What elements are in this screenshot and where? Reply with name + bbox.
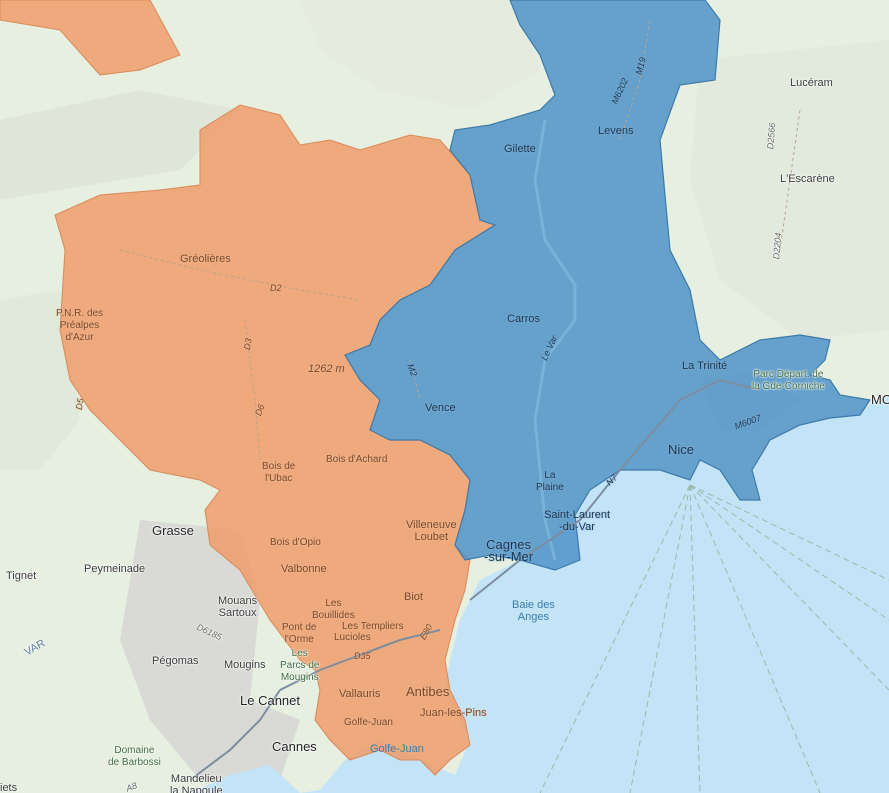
place-peymeinade: Peymeinade <box>84 563 146 575</box>
water-golfe-juan: Golfe-Juan <box>370 743 424 755</box>
place-pont-de-lorme: Pont de l'Orme <box>282 622 317 645</box>
place-saint-laurent: Saint-Laurent -du-Var <box>544 509 611 533</box>
place-levens: Levens <box>598 125 634 137</box>
place-antibes: Antibes <box>406 684 450 699</box>
place-valbonne: Valbonne <box>281 563 327 575</box>
place-juan-les-pins: Juan-les-Pins <box>420 707 487 719</box>
place-cagnes-sur-mer: Cagnes -sur-Mer <box>484 537 534 564</box>
major-roads <box>189 378 761 781</box>
place-gilette: Gilette <box>504 143 536 155</box>
place-greolieres: Gréolières <box>180 253 231 265</box>
road-d2: D2 <box>270 283 282 293</box>
minor-roads <box>119 19 801 461</box>
road-d2566: D2566 <box>765 122 778 150</box>
place-bois-opio: Bois d'Opio <box>270 537 321 548</box>
place-lucioles: Lucioles <box>334 632 371 643</box>
road-d5: D5 <box>73 397 86 411</box>
place-grasse: Grasse <box>152 523 194 538</box>
place-pegomas: Pégomas <box>152 655 199 667</box>
place-cannes: Cannes <box>272 739 317 754</box>
place-le-cannet: Le Cannet <box>240 693 300 708</box>
place-iets: iets <box>0 782 18 793</box>
place-la-trinite: La Trinité <box>682 360 728 372</box>
place-carros: Carros <box>507 313 541 325</box>
water-baie-des-anges: Baie des Anges <box>512 599 555 623</box>
road-d2204: D2204 <box>771 232 784 260</box>
place-bois-achard: Bois d'Achard <box>326 454 388 465</box>
zone-orange-west[interactable] <box>0 0 181 76</box>
shipping-lanes <box>539 484 889 793</box>
place-golfe-juan: Golfe-Juan <box>344 717 393 728</box>
place-villeneuve-loubet: Villeneuve Loubet <box>406 519 457 543</box>
zone-blue[interactable] <box>344 0 872 571</box>
place-vence: Vence <box>425 402 456 414</box>
place-les-templiers: Les Templiers <box>342 621 404 632</box>
place-monaco: MO <box>871 392 889 407</box>
var-river <box>533 119 577 561</box>
place-nice: Nice <box>668 442 695 457</box>
place-tignet: Tignet <box>6 570 37 582</box>
place-vallauris: Vallauris <box>339 688 381 700</box>
place-mouans-sartoux: Mouans Sartoux <box>218 595 258 619</box>
park-domaine-barbossi: Domaine de Barbossi <box>108 745 161 768</box>
place-lescarene: L'Escarène <box>780 173 835 185</box>
road-d3: D3 <box>241 337 254 351</box>
place-mandelieu: Mandelieu la Napoule <box>170 773 223 793</box>
terrain-relief <box>0 0 889 470</box>
altitude-label: 1262 m <box>308 363 345 375</box>
place-mougins: Mougins <box>224 659 266 671</box>
place-biot: Biot <box>404 591 423 603</box>
place-la-plaine: La Plaine <box>536 470 564 493</box>
sea-west-corner <box>190 765 300 793</box>
park-les-parcs-de-mougins: Les Parcs de Mougins <box>280 648 320 683</box>
place-pnr-prealpes: P.N.R. des Préalpes d'Azur <box>56 308 104 343</box>
place-les-bouillides: Les Bouillides <box>312 598 355 621</box>
park-grande-corniche: Parc Départ. de la Gde-Corniche <box>752 369 825 392</box>
road-d35: D35 <box>354 651 371 661</box>
place-luceram: Lucéram <box>790 77 833 89</box>
place-bois-ubac: Bois de l'Ubac <box>262 461 296 484</box>
